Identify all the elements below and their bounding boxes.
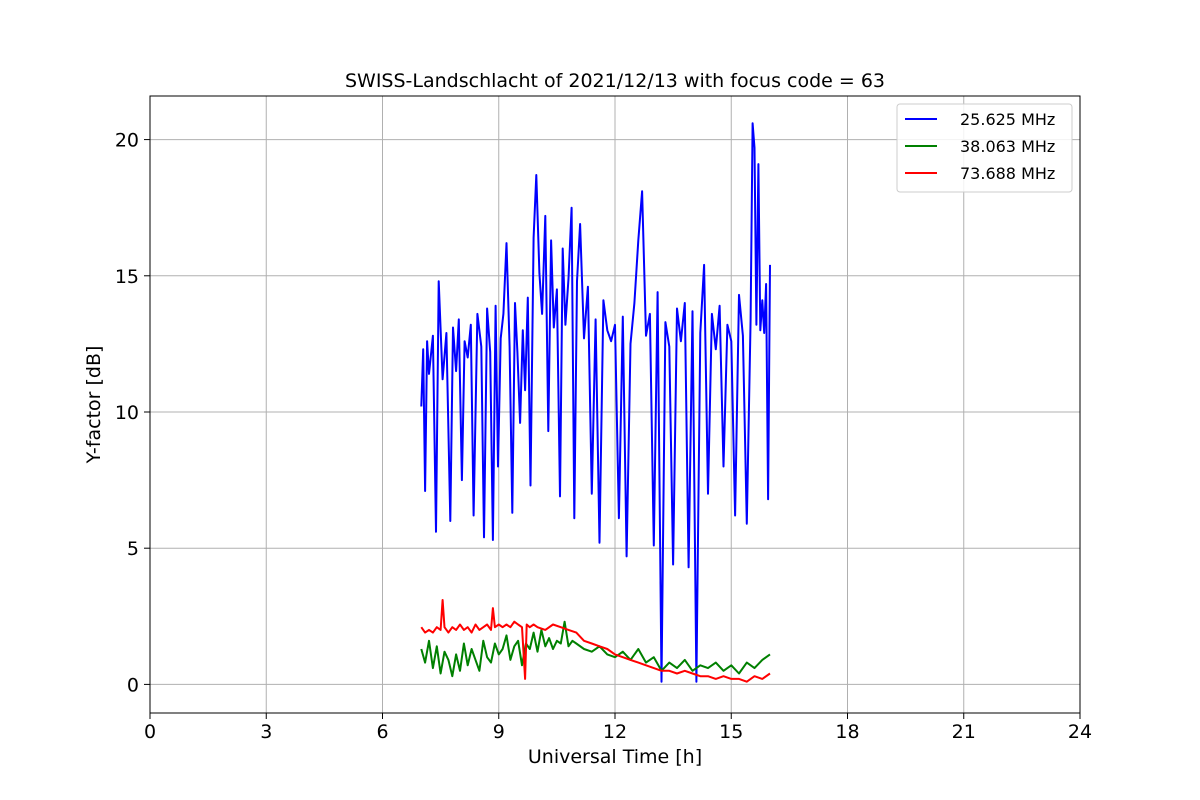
legend: 25.625 MHz 38.063 MHz 73.688 MHz xyxy=(896,103,1073,193)
x-axis: 0 3 6 9 12 15 18 21 24 xyxy=(144,713,1092,743)
x-tick-label: 0 xyxy=(144,721,156,743)
y-tick-label: 5 xyxy=(127,538,139,560)
x-tick-label: 18 xyxy=(835,721,859,743)
y-tick-label: 0 xyxy=(127,674,139,696)
series-layer xyxy=(420,122,771,683)
x-axis-label: Universal Time [h] xyxy=(528,746,702,768)
y-axis-label: Y-factor [dB] xyxy=(83,346,105,465)
x-tick-label: 6 xyxy=(376,721,388,743)
x-tick-label: 15 xyxy=(719,721,743,743)
series-line-3 xyxy=(420,599,771,683)
y-tick-label: 20 xyxy=(115,130,139,152)
y-tick-label: 15 xyxy=(115,266,139,288)
y-tick-label: 10 xyxy=(115,402,139,424)
legend-label: 25.625 MHz xyxy=(960,110,1055,129)
x-tick-label: 24 xyxy=(1068,721,1092,743)
x-tick-label: 21 xyxy=(952,721,976,743)
legend-label: 38.063 MHz xyxy=(960,137,1055,156)
y-axis: 0 5 10 15 20 xyxy=(115,130,150,696)
chart-title: SWISS-Landschlacht of 2021/12/13 with fo… xyxy=(345,70,885,92)
legend-box xyxy=(896,103,1073,193)
series-line-1 xyxy=(420,122,771,683)
legend-label: 73.688 MHz xyxy=(960,164,1055,183)
series-line-2 xyxy=(420,620,771,678)
x-tick-label: 3 xyxy=(260,721,272,743)
x-tick-label: 9 xyxy=(493,721,505,743)
x-tick-label: 12 xyxy=(603,721,627,743)
